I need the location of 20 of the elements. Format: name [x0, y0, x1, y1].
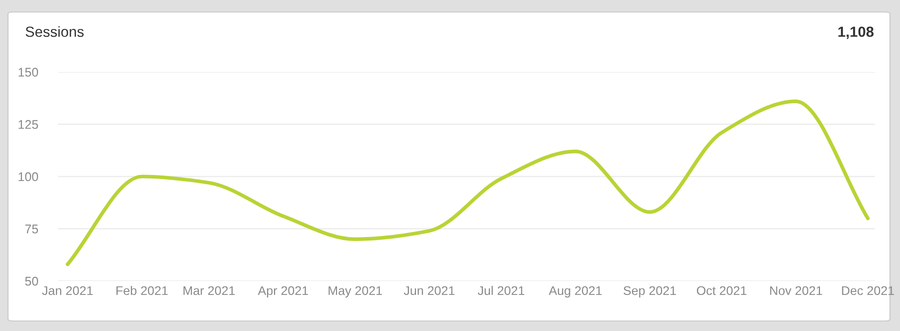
x-tick-label: Feb 2021: [116, 286, 168, 296]
x-tick-label: Jul 2021: [478, 286, 524, 296]
y-tick-label: 50: [25, 276, 38, 286]
text: 1,108: [838, 26, 874, 40]
x-tick-label: Dec 2021: [842, 286, 894, 296]
y-tick-label: 100: [18, 172, 38, 182]
x-tick-label: Nov 2021: [770, 286, 822, 296]
y-tick-label: 150: [18, 68, 38, 77]
x-tick-label: May 2021: [328, 286, 382, 298]
x-tick-label: Jun 2021: [404, 286, 454, 296]
line-series: [66, 99, 870, 266]
x-tick-label: Aug 2021: [548, 286, 602, 298]
x-tick-label: Oct 2021: [696, 286, 746, 296]
x-tick-label: Jan 2021: [42, 286, 93, 296]
y-tick-label: 75: [25, 224, 38, 234]
x-tick-label: Mar 2021: [184, 286, 235, 296]
x-tick-label: Apr 2021: [258, 286, 308, 298]
x-tick-label: Sep 2021: [624, 286, 676, 298]
chart-title: Sessions: [26, 26, 84, 37]
y-tick-label: 125: [18, 120, 38, 129]
